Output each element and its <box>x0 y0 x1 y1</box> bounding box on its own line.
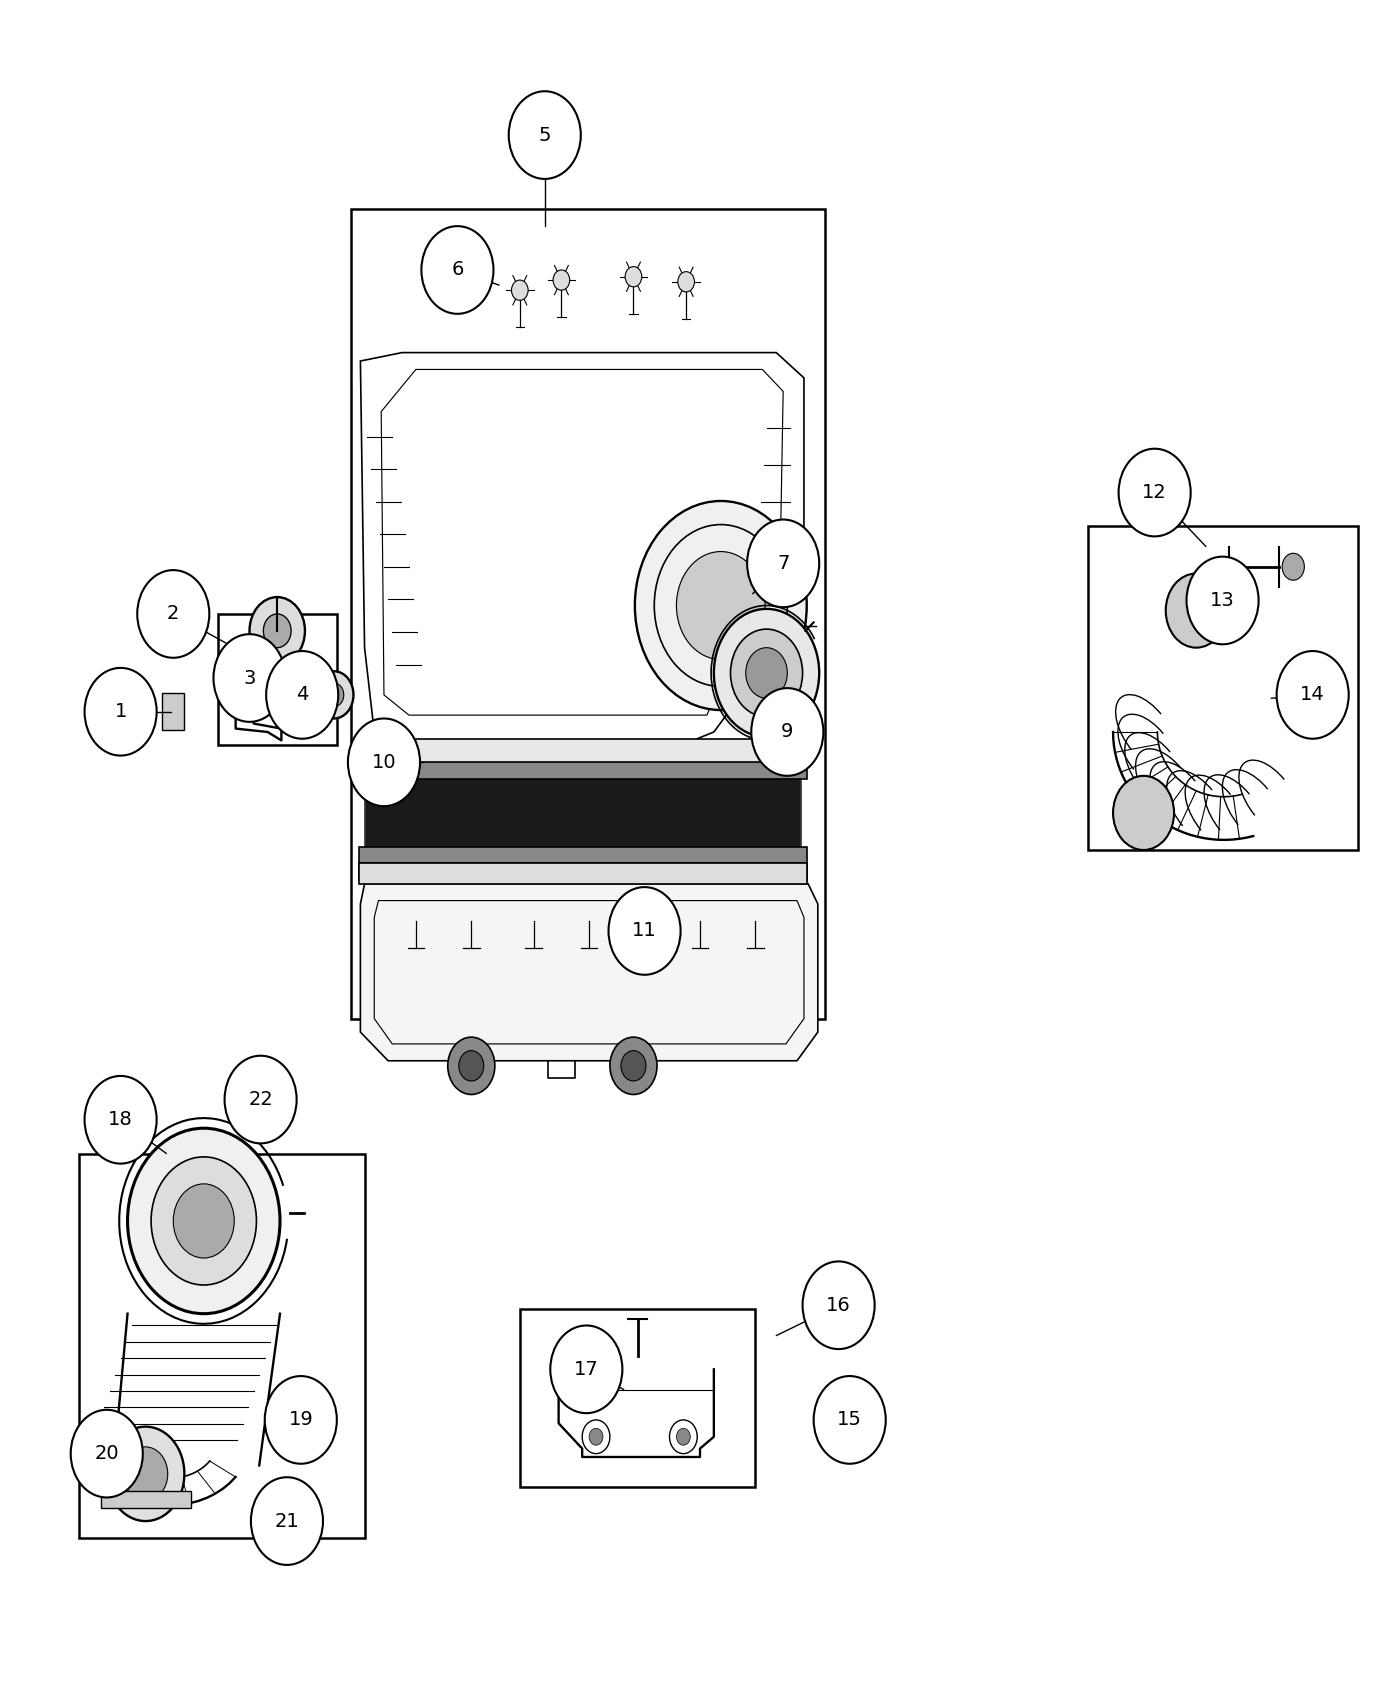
Bar <box>364 779 801 853</box>
Circle shape <box>550 1326 623 1413</box>
Circle shape <box>270 1108 284 1125</box>
Circle shape <box>553 270 570 291</box>
Circle shape <box>123 1447 168 1501</box>
Circle shape <box>610 1037 657 1095</box>
Text: 14: 14 <box>1301 685 1324 704</box>
Circle shape <box>174 1183 234 1258</box>
Circle shape <box>609 887 680 974</box>
Text: 6: 6 <box>451 260 463 279</box>
Circle shape <box>263 1100 291 1134</box>
Circle shape <box>802 1261 875 1350</box>
Circle shape <box>589 1428 603 1445</box>
Bar <box>101 1491 192 1508</box>
Circle shape <box>127 1129 280 1314</box>
Circle shape <box>752 688 823 775</box>
Circle shape <box>829 1428 843 1445</box>
Text: 5: 5 <box>539 126 552 144</box>
Circle shape <box>349 719 420 806</box>
Circle shape <box>137 570 210 658</box>
Text: 4: 4 <box>295 685 308 704</box>
Circle shape <box>773 721 787 738</box>
Bar <box>162 694 185 731</box>
Circle shape <box>224 1056 297 1144</box>
Bar <box>360 740 806 768</box>
Circle shape <box>265 1375 337 1464</box>
Circle shape <box>1187 556 1259 644</box>
Circle shape <box>84 1076 157 1163</box>
Circle shape <box>263 614 291 648</box>
Circle shape <box>714 609 819 738</box>
Text: 19: 19 <box>288 1411 314 1430</box>
Circle shape <box>1113 775 1175 850</box>
Bar <box>78 1154 364 1539</box>
Circle shape <box>1166 573 1226 648</box>
Polygon shape <box>360 884 818 1061</box>
Circle shape <box>325 683 344 707</box>
Circle shape <box>511 280 528 301</box>
Text: 10: 10 <box>371 753 396 772</box>
Text: 1: 1 <box>115 702 127 721</box>
Text: 15: 15 <box>837 1411 862 1430</box>
Bar <box>358 864 806 884</box>
Circle shape <box>315 672 353 719</box>
Circle shape <box>622 1051 645 1081</box>
Circle shape <box>421 226 493 314</box>
Circle shape <box>582 1420 610 1454</box>
Circle shape <box>634 502 806 711</box>
Circle shape <box>1282 552 1305 580</box>
Circle shape <box>748 520 819 607</box>
Text: 2: 2 <box>167 605 179 624</box>
Circle shape <box>448 1037 494 1095</box>
Bar <box>358 762 806 779</box>
Text: 21: 21 <box>274 1511 300 1530</box>
Circle shape <box>822 1420 850 1454</box>
Circle shape <box>213 634 286 722</box>
Circle shape <box>746 648 787 699</box>
Text: 20: 20 <box>94 1443 119 1464</box>
Circle shape <box>1277 651 1348 740</box>
Circle shape <box>669 1420 697 1454</box>
Bar <box>1088 527 1358 850</box>
Circle shape <box>151 1158 256 1285</box>
Circle shape <box>71 1409 143 1498</box>
Text: 7: 7 <box>777 554 790 573</box>
Text: 18: 18 <box>108 1110 133 1129</box>
Circle shape <box>251 1477 323 1566</box>
Circle shape <box>459 1051 484 1081</box>
Circle shape <box>106 1426 185 1522</box>
Circle shape <box>676 551 766 660</box>
Circle shape <box>678 272 694 292</box>
Circle shape <box>249 597 305 665</box>
Bar <box>519 1309 756 1488</box>
Circle shape <box>84 668 157 755</box>
Text: 16: 16 <box>826 1295 851 1314</box>
Bar <box>351 209 825 1018</box>
Text: 13: 13 <box>1210 592 1235 610</box>
Text: 9: 9 <box>781 722 794 741</box>
Text: 22: 22 <box>248 1090 273 1108</box>
Text: 3: 3 <box>244 668 256 687</box>
Bar <box>358 847 806 864</box>
Circle shape <box>676 1428 690 1445</box>
Circle shape <box>626 267 641 287</box>
Text: 17: 17 <box>574 1360 599 1379</box>
Text: 12: 12 <box>1142 483 1168 502</box>
Circle shape <box>266 651 339 740</box>
Circle shape <box>813 1375 886 1464</box>
Circle shape <box>731 629 802 717</box>
Circle shape <box>508 92 581 178</box>
Circle shape <box>1119 449 1190 537</box>
Circle shape <box>281 1420 309 1454</box>
Bar <box>217 614 337 746</box>
Text: 11: 11 <box>633 921 657 940</box>
